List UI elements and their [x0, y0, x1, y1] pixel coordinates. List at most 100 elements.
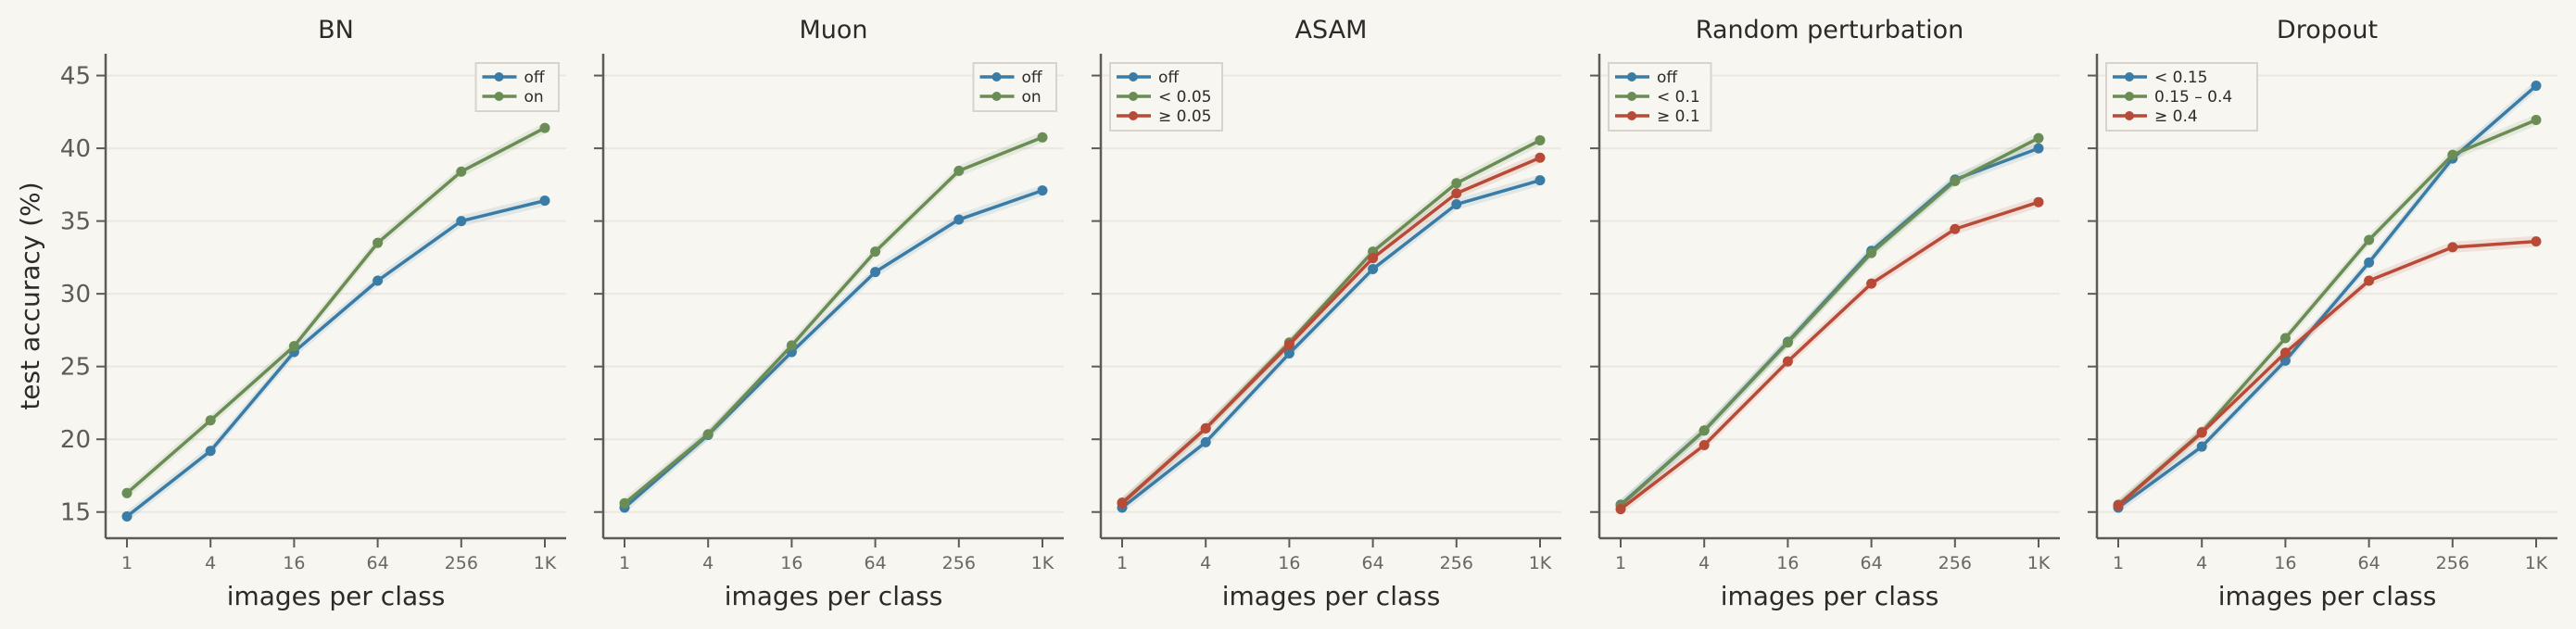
data-point — [870, 246, 881, 258]
data-point — [121, 510, 133, 522]
legend-label: off — [524, 69, 546, 87]
confidence-band — [625, 184, 1042, 514]
x-tick-label: 1 — [2113, 553, 2124, 573]
data-point — [1782, 356, 1793, 367]
legend-marker — [1129, 111, 1138, 120]
x-tick-label: 1 — [1117, 553, 1128, 573]
data-point — [2531, 236, 2542, 247]
data-point — [1117, 497, 1128, 509]
data-point — [2279, 333, 2291, 344]
legend-marker — [1129, 72, 1138, 82]
data-point — [2364, 275, 2375, 286]
data-point — [786, 340, 797, 351]
x-tick-label: 16 — [780, 553, 802, 573]
data-point — [121, 487, 133, 498]
data-point — [1368, 253, 1379, 264]
legend-marker — [494, 92, 504, 101]
y-axis-label: test accuracy (%) — [15, 182, 45, 409]
legend: off< 0.1≥ 0.1 — [1608, 62, 1712, 132]
x-axis-label: images per class — [725, 581, 943, 611]
data-point — [539, 195, 550, 207]
series-line — [1619, 200, 2039, 510]
data-point — [1283, 348, 1294, 359]
x-tick-label: 16 — [1776, 553, 1799, 573]
legend-marker — [1627, 72, 1636, 82]
data-point — [2447, 149, 2458, 160]
x-tick-label: 256 — [445, 553, 478, 573]
data-point — [2033, 196, 2044, 208]
x-tick-label: 256 — [942, 553, 976, 573]
legend-label: off — [1158, 69, 1180, 87]
subplot-title: Dropout — [2277, 16, 2378, 44]
subplot-title: ASAM — [1295, 16, 1368, 44]
series-line — [125, 198, 546, 518]
data-point — [1782, 337, 1793, 348]
data-point — [205, 446, 216, 457]
series-line — [1120, 178, 1541, 509]
data-point — [1950, 175, 1961, 186]
data-point — [1534, 134, 1546, 145]
subplot-bn: 15 20 25 30 35 40 45 1 4 16 64 256 1K BN images per cl… — [15, 16, 566, 611]
x-tick-label: 1 — [1615, 553, 1626, 573]
data-point — [2033, 132, 2044, 144]
series-1 — [121, 195, 550, 522]
x-tick-label: 16 — [2274, 553, 2296, 573]
legend-label: ≥ 0.1 — [1657, 107, 1700, 126]
x-tick-label: 16 — [1278, 553, 1300, 573]
y-tick-label: 15 — [60, 499, 91, 527]
series-2 — [121, 122, 550, 499]
x-tick-label: 1K — [1031, 553, 1054, 573]
legend-label: off — [1022, 69, 1043, 87]
x-tick-label: 4 — [1200, 553, 1211, 573]
x-axis-label: images per class — [2218, 581, 2437, 611]
subplot-title: BN — [318, 16, 354, 44]
x-tick-label: 1K — [2027, 553, 2051, 573]
subplot-title: Random perturbation — [1696, 16, 1964, 44]
x-tick-label: 64 — [1861, 553, 1883, 573]
x-tick-label: 64 — [1362, 553, 1384, 573]
data-point — [2113, 500, 2124, 511]
subplot-asam: 1 4 16 64 256 1K ASAM images per class off< 0.05… — [1092, 16, 1561, 611]
confidence-band — [625, 132, 1042, 509]
x-tick-label: 64 — [865, 553, 887, 573]
data-point — [2531, 81, 2542, 92]
data-point — [2279, 355, 2291, 366]
legend-marker — [2125, 92, 2134, 101]
y-tick-label: 20 — [60, 426, 91, 454]
data-point — [1451, 199, 1462, 210]
data-point — [1200, 422, 1211, 434]
data-point — [1037, 185, 1048, 196]
x-tick-label: 4 — [205, 553, 216, 573]
series-1 — [1117, 174, 1546, 514]
data-point — [205, 415, 216, 426]
legend-label: off — [1657, 69, 1678, 87]
x-tick-label: 4 — [1698, 553, 1710, 573]
confidence-band — [1122, 174, 1540, 514]
data-point — [1534, 175, 1546, 186]
data-point — [1534, 152, 1546, 163]
legend-box — [474, 62, 560, 112]
series-2 — [619, 132, 1048, 509]
confidence-band — [2118, 80, 2536, 514]
x-axis-label: images per class — [1222, 581, 1441, 611]
legend: off< 0.05≥ 0.05 — [1109, 62, 1223, 132]
y-tick-label: 25 — [60, 354, 91, 382]
data-point — [2279, 347, 2291, 359]
x-tick-label: 256 — [1440, 553, 1473, 573]
data-point — [702, 429, 713, 440]
legend-marker — [991, 92, 1002, 101]
data-point — [1950, 223, 1961, 234]
series-line — [1120, 156, 1541, 505]
x-tick-label: 64 — [367, 553, 389, 573]
y-tick-label: 45 — [60, 63, 91, 91]
data-point — [373, 275, 384, 286]
series-2 — [1615, 132, 2044, 511]
data-point — [2531, 114, 2542, 125]
data-point — [619, 497, 630, 509]
x-tick-label: 1K — [1529, 553, 1552, 573]
confidence-band — [1122, 134, 1540, 509]
